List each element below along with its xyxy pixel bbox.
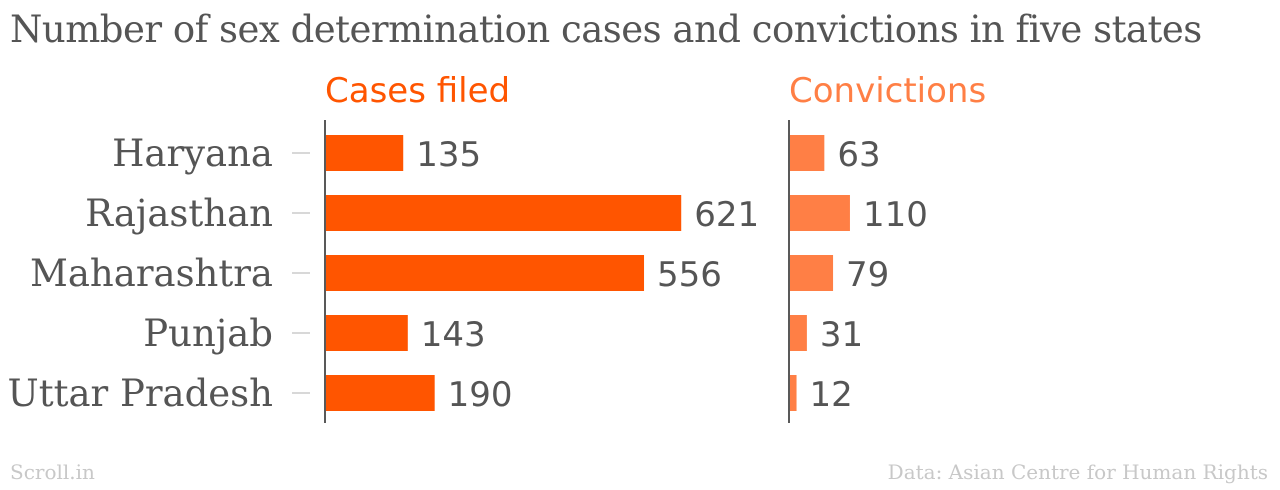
footer-brand: Scroll.in (10, 460, 95, 484)
category-label: Maharashtra (30, 252, 273, 295)
data-label: 135 (416, 135, 481, 175)
bar (790, 315, 807, 351)
bar (790, 375, 797, 411)
data-label: 143 (421, 315, 486, 355)
data-label: 190 (448, 375, 513, 415)
data-label: 12 (810, 375, 853, 415)
series-header: Cases filed (325, 71, 510, 111)
bar (326, 375, 435, 411)
bar (326, 255, 645, 291)
bar (326, 315, 408, 351)
data-label: 556 (657, 255, 722, 295)
bar (790, 135, 825, 171)
footer-source: Data: Asian Centre for Human Rights (887, 460, 1268, 484)
series-header: Convictions (789, 71, 986, 111)
data-label: 110 (863, 195, 928, 235)
bar (790, 195, 850, 231)
chart-title: Number of sex determination cases and co… (10, 8, 1202, 51)
data-label: 79 (846, 255, 889, 295)
category-label: Uttar Pradesh (8, 372, 273, 415)
data-label: 63 (837, 135, 880, 175)
category-label: Rajasthan (85, 192, 273, 235)
bar (326, 135, 404, 171)
data-label: 621 (694, 195, 759, 235)
category-label: Haryana (112, 132, 273, 175)
bar (326, 195, 682, 231)
data-label: 31 (820, 315, 863, 355)
bar (790, 255, 834, 291)
category-label: Punjab (143, 312, 273, 355)
